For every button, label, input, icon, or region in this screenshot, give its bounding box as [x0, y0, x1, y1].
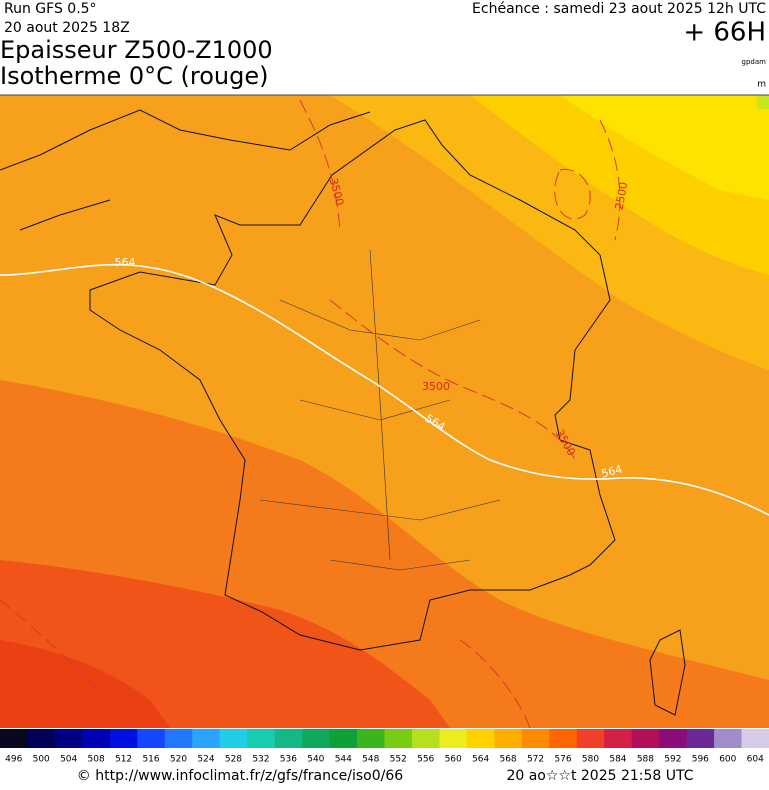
scale-swatch	[549, 729, 578, 748]
unit-bottom: m	[757, 80, 766, 90]
scale-label: 544	[335, 755, 352, 765]
scale-swatch	[247, 729, 276, 748]
scale-label: 584	[609, 755, 626, 765]
run-date: 20 aout 2025 18Z	[4, 20, 130, 36]
scale-swatch	[164, 729, 193, 748]
scale-swatch	[357, 729, 385, 748]
scale-swatch	[384, 729, 413, 748]
scale-label: 520	[170, 755, 187, 765]
scale-swatch	[659, 729, 688, 748]
lead-time: + 66H	[683, 18, 766, 48]
scale-label: 568	[499, 755, 516, 765]
scale-label: 572	[527, 755, 544, 765]
scale-label: 508	[88, 755, 105, 765]
scale-label: 552	[390, 755, 407, 765]
scale-swatch	[411, 729, 440, 748]
scale-label: 516	[142, 755, 159, 765]
scale-swatch	[0, 729, 28, 748]
scale-swatch	[329, 729, 358, 748]
scale-swatch	[741, 729, 769, 748]
scale-swatch	[631, 729, 660, 748]
contour-label: 2500	[613, 181, 631, 211]
contour-label: 564	[115, 256, 136, 269]
scale-label: 496	[5, 755, 22, 765]
scale-label: 596	[692, 755, 709, 765]
scale-label: 524	[197, 755, 214, 765]
title-line2: Isotherme 0°C (rouge)	[0, 62, 269, 90]
scale-label: 604	[747, 755, 764, 765]
contour-label: 564	[600, 463, 624, 481]
scale-swatch	[192, 729, 221, 748]
scale-label: 588	[637, 755, 654, 765]
unit-top: gpdam	[742, 58, 767, 66]
scale-swatch	[466, 729, 495, 748]
footer-url: © http://www.infoclimat.fr/z/gfs/france/…	[77, 768, 403, 784]
scale-label: 580	[582, 755, 599, 765]
scale-label: 500	[33, 755, 50, 765]
scale-label: 556	[417, 755, 434, 765]
scale-swatch	[576, 729, 605, 748]
scale-label: 504	[60, 755, 77, 765]
scale-label: 576	[554, 755, 571, 765]
scale-swatch	[274, 729, 303, 748]
scale-swatch	[494, 729, 523, 748]
scale-swatch	[714, 729, 743, 748]
scale-label: 540	[307, 755, 324, 765]
scale-label: 528	[225, 755, 242, 765]
contour-label: 3500	[422, 380, 450, 393]
scale-swatch	[604, 729, 633, 748]
scale-swatch	[54, 729, 83, 748]
map	[0, 95, 769, 728]
scale-label: 512	[115, 755, 132, 765]
scale-swatch	[109, 729, 138, 748]
scale-label: 532	[252, 755, 269, 765]
scale-swatch	[137, 729, 166, 748]
color-scale: 496 500 504 508 512 516 520 524 528 532 536 540 544 5…	[0, 729, 769, 765]
scale-label: 592	[664, 755, 681, 765]
scale-label: 536	[280, 755, 297, 765]
scale-swatch	[686, 729, 715, 748]
run-label: Run GFS 0.5°	[4, 1, 97, 17]
scale-label: 600	[719, 755, 736, 765]
scale-swatch	[27, 729, 56, 748]
scale-swatch	[82, 729, 111, 748]
valid-time: Echéance : samedi 23 aout 2025 12h UTC	[472, 1, 766, 17]
scale-label: 564	[472, 755, 489, 765]
footer-timestamp: 20 ao☆☆t 2025 21:58 UTC	[506, 768, 693, 784]
scale-label: 548	[362, 755, 379, 765]
scale-swatch	[219, 729, 248, 748]
title-line1: Epaisseur Z500-Z1000	[0, 36, 273, 64]
scale-swatch	[521, 729, 550, 748]
scale-swatch	[439, 729, 468, 748]
scale-swatch	[302, 729, 331, 748]
scale-label: 560	[445, 755, 462, 765]
